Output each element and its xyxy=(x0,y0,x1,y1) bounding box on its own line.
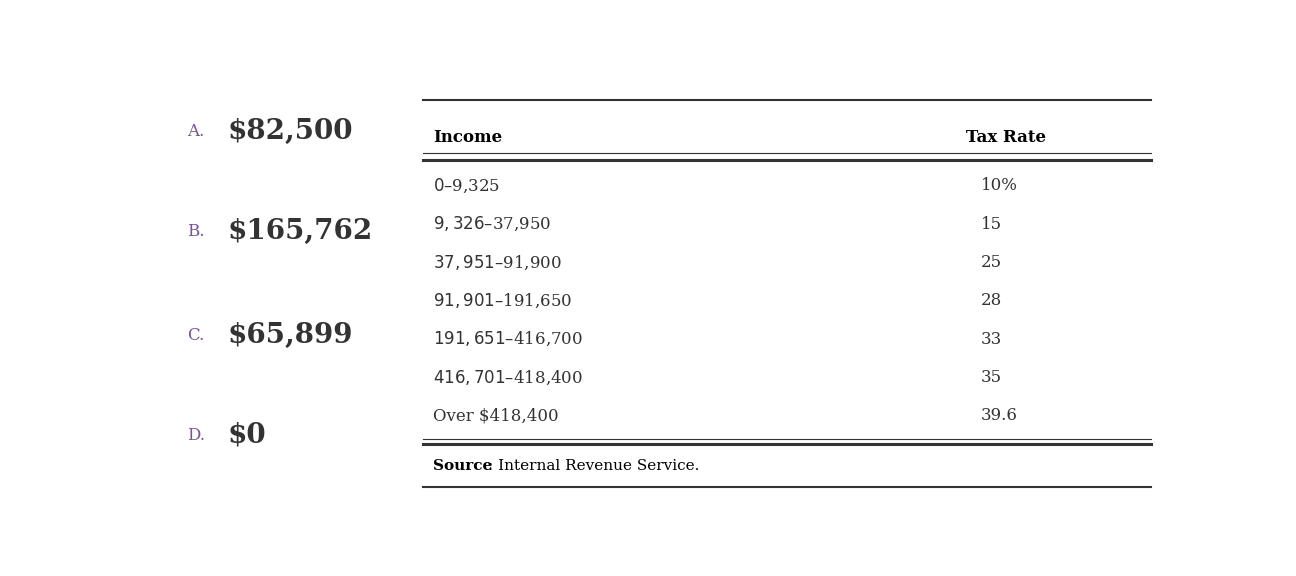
Text: Source: Source xyxy=(433,459,492,473)
Text: $9,326–$37,950: $9,326–$37,950 xyxy=(433,215,551,233)
Text: 39.6: 39.6 xyxy=(981,407,1017,425)
Text: $165,762: $165,762 xyxy=(227,218,372,244)
Text: 25: 25 xyxy=(981,254,1002,271)
Text: 28: 28 xyxy=(981,293,1002,309)
Text: $191,651–$416,700: $191,651–$416,700 xyxy=(433,330,583,348)
Text: Income: Income xyxy=(433,130,503,146)
Text: B.: B. xyxy=(187,222,205,240)
Text: $37,951–$91,900: $37,951–$91,900 xyxy=(433,253,562,272)
Text: $0–$9,325: $0–$9,325 xyxy=(433,177,500,195)
Text: A.: A. xyxy=(187,123,205,140)
Text: $91,901–$191,650: $91,901–$191,650 xyxy=(433,291,573,310)
Text: 10%: 10% xyxy=(981,177,1017,194)
Text: $0: $0 xyxy=(227,422,266,449)
Text: 15: 15 xyxy=(981,215,1002,233)
Text: 35: 35 xyxy=(981,369,1002,386)
Text: 33: 33 xyxy=(981,331,1002,348)
Text: D.: D. xyxy=(187,426,205,444)
Text: $82,500: $82,500 xyxy=(227,118,353,145)
Text: Over $418,400: Over $418,400 xyxy=(433,407,559,425)
Text: $416,701–$418,400: $416,701–$418,400 xyxy=(433,369,583,386)
Text: Tax Rate: Tax Rate xyxy=(966,130,1046,146)
Text: : Internal Revenue Service.: : Internal Revenue Service. xyxy=(489,459,700,473)
Text: $65,899: $65,899 xyxy=(227,322,353,348)
Text: C.: C. xyxy=(187,327,205,344)
